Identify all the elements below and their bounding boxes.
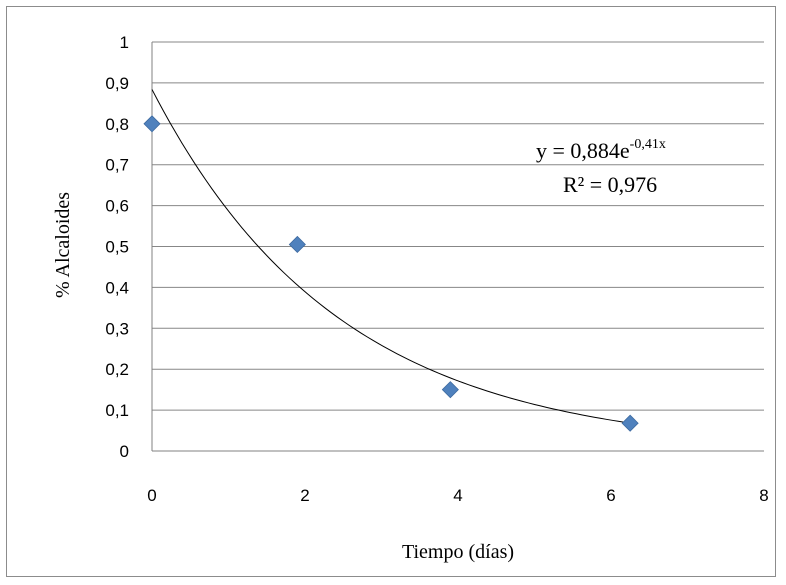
y-tick-label: 0,7: [105, 156, 129, 175]
y-tick-label: 0,2: [105, 360, 129, 379]
data-point: [143, 115, 161, 133]
y-tick-label: 0,3: [105, 319, 129, 338]
trendline: [151, 89, 631, 424]
x-tick-label: 2: [300, 486, 309, 505]
x-tick-label: 8: [759, 486, 768, 505]
y-tick-label: 0,1: [105, 401, 129, 420]
data-point: [621, 414, 639, 432]
x-tick-labels: 0 2 4 6 8: [147, 486, 768, 505]
y-tick-labels: 0 0,1 0,2 0,3 0,4 0,5 0,6 0,7 0,8 0,9 1: [105, 33, 129, 461]
grid-lines: [151, 41, 764, 452]
trendline-equation: y = 0,884e-0,41x: [536, 137, 666, 163]
x-tick-label: 6: [606, 486, 615, 505]
y-tick-label: 0,6: [105, 197, 129, 216]
x-tick-label: 0: [147, 486, 156, 505]
data-point: [441, 381, 459, 399]
y-tick-label: 0: [120, 442, 129, 461]
y-tick-label: 0,8: [105, 115, 129, 134]
y-tick-label: 0,9: [105, 74, 129, 93]
trendline-group: [151, 89, 631, 424]
y-tick-label: 0,5: [105, 238, 129, 257]
equation-prefix: y = 0,884e: [536, 138, 630, 163]
chart-frame: [6, 6, 776, 577]
r-squared-label: R² = 0,976: [563, 172, 657, 197]
y-tick-label: 1: [120, 33, 129, 52]
x-tick-label: 4: [453, 486, 462, 505]
data-points: [143, 115, 639, 432]
y-tick-label: 0,4: [105, 278, 129, 297]
data-point: [288, 235, 306, 254]
equation-exponent: -0,41x: [630, 137, 666, 152]
x-axis-title: Tiempo (días): [402, 541, 514, 563]
y-axis-title: % Alcaloides: [52, 192, 74, 298]
